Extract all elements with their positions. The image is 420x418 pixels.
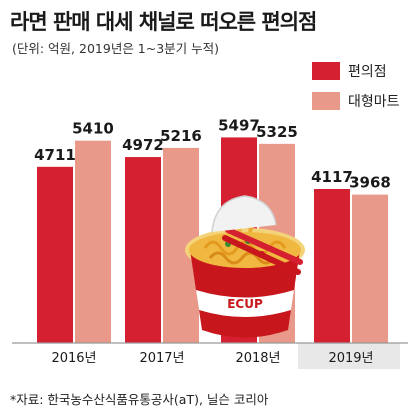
bar-hypermarket-0 <box>75 140 111 343</box>
x-tick-label-0: 2016년 <box>51 351 96 366</box>
x-tick-label-2: 2018년 <box>235 351 280 366</box>
legend: 편의점 대형마트 <box>312 56 400 116</box>
legend-label-convenience: 편의점 <box>348 64 387 80</box>
value-label-convenience-2: 5497 <box>218 116 260 134</box>
bar-convenience-0 <box>37 166 73 343</box>
value-label-convenience-3: 4117 <box>311 168 353 186</box>
bar-convenience-1 <box>125 157 161 343</box>
legend-swatch-hypermarket <box>312 92 340 110</box>
value-label-hypermarket-0: 5410 <box>72 120 114 138</box>
value-label-convenience-0: 4711 <box>34 146 76 164</box>
value-label-hypermarket-1: 5216 <box>160 127 202 145</box>
legend-label-hypermarket: 대형마트 <box>348 94 400 110</box>
bar-convenience-3 <box>314 189 350 343</box>
svg-text:ECUP: ECUP <box>227 297 263 311</box>
value-label-convenience-1: 4972 <box>122 136 164 154</box>
legend-item-convenience: 편의점 <box>312 56 400 86</box>
chart-subtitle: (단위: 억원, 2019년은 1~3분기 누적) <box>12 41 220 56</box>
x-tick-label-3: 2019년 <box>328 351 373 366</box>
highlight-background <box>298 343 400 369</box>
source-note: *자료: 한국농수산식품유통공사(aT), 닐슨 코리아 <box>10 392 269 407</box>
chart-title: 라면 판매 대세 채널로 떠오른 편의점 <box>10 10 317 34</box>
value-label-hypermarket-2: 5325 <box>256 123 298 141</box>
value-label-hypermarket-3: 3968 <box>349 174 391 192</box>
legend-swatch-convenience <box>312 62 340 80</box>
legend-item-hypermarket: 대형마트 <box>312 86 400 116</box>
x-tick-label-1: 2017년 <box>139 351 184 366</box>
bar-hypermarket-3 <box>352 194 388 343</box>
noodle-cup-illustration: ECUP <box>185 195 305 338</box>
